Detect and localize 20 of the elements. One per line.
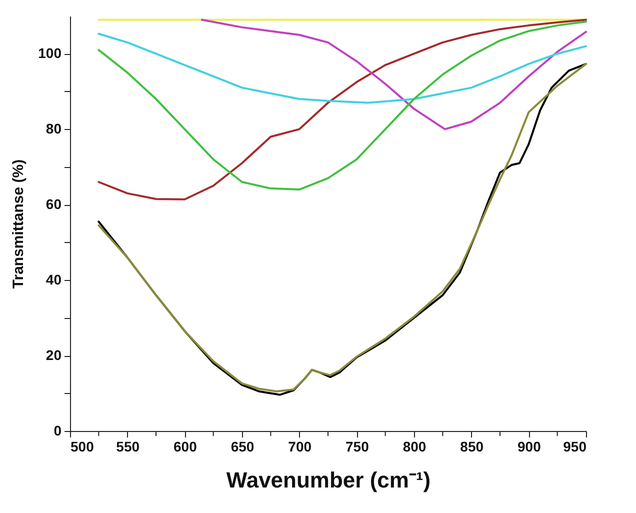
x-tick-label: 800	[402, 438, 426, 454]
x-tick-label: 600	[173, 438, 198, 454]
x-tick-label: 650	[230, 438, 254, 454]
y-tick-label: 20	[46, 347, 62, 364]
y-tick-label: 100	[38, 45, 62, 62]
x-axis-title: Wavenumber (cm⁻¹)	[226, 468, 431, 492]
line-series	[200, 18, 587, 130]
y-tick-label: 40	[46, 272, 62, 288]
x-tick-label: 750	[345, 438, 370, 454]
x-tick-label: 900	[517, 438, 542, 454]
x-tick-label: 700	[288, 438, 312, 454]
line-series	[98, 32, 587, 104]
y-axis-title: Transmittanse (%)	[10, 159, 28, 289]
y-tick-label: 0	[54, 422, 62, 438]
x-tick-label: 500	[70, 438, 94, 454]
y-tick-label: 80	[46, 120, 62, 137]
x-tick-label: 950	[563, 438, 587, 454]
y-tick-label: 60	[46, 196, 62, 212]
x-tick-label: 550	[116, 438, 140, 454]
x-tick-label: 850	[460, 438, 484, 454]
